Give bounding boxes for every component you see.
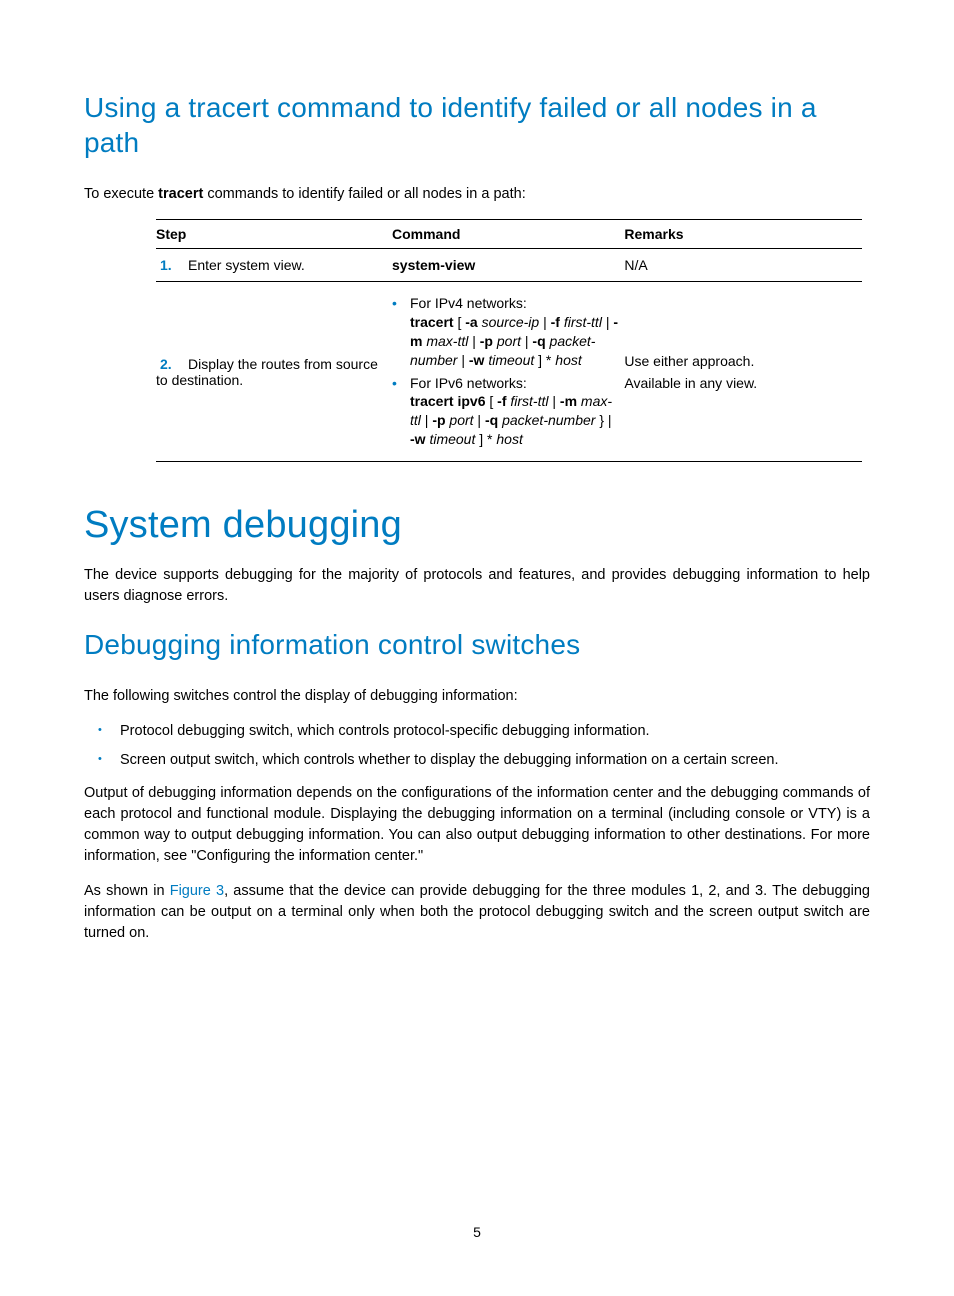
sep: | — [468, 333, 479, 349]
sep: | — [539, 314, 550, 330]
seg: [ — [454, 314, 466, 330]
figure-3-link[interactable]: Figure 3 — [170, 883, 224, 899]
sep: | — [421, 412, 432, 428]
section-heading-switches: Debugging information control switches — [84, 627, 870, 662]
step-number: 2. — [156, 356, 188, 372]
remarks-line: Available in any view. — [624, 375, 856, 391]
sep: | — [521, 333, 532, 349]
debugging-intro: The device supports debugging for the ma… — [84, 565, 870, 607]
cmd-system-view: system-view — [392, 257, 475, 273]
cell-command: For IPv4 networks: tracert [ -a source-i… — [392, 282, 624, 462]
step-number: 1. — [156, 257, 188, 273]
remarks-line: Use either approach. — [624, 353, 856, 369]
sep: | — [474, 412, 485, 428]
switches-list: Protocol debugging switch, which control… — [84, 721, 870, 771]
table-row: 2.Display the routes from source to dest… — [156, 282, 862, 462]
list-item: Screen output switch, which controls whe… — [84, 750, 870, 771]
arg: source-ip — [478, 314, 539, 330]
opt: -q — [485, 412, 498, 428]
opt: -a — [465, 314, 477, 330]
host: host — [496, 431, 522, 447]
th-remarks: Remarks — [624, 220, 862, 249]
table-header-row: Step Command Remarks — [156, 220, 862, 249]
cell-command: system-view — [392, 249, 624, 282]
close: ] * — [475, 431, 496, 447]
opt: -w — [469, 352, 485, 368]
arg: first-ttl — [560, 314, 602, 330]
host: host — [555, 352, 581, 368]
arg: max-ttl — [422, 333, 468, 349]
cell-step: 2.Display the routes from source to dest… — [156, 282, 392, 462]
switches-intro: The following switches control the displ… — [84, 686, 870, 707]
ipv4-label: For IPv4 networks: — [410, 295, 527, 311]
step-text: Display the routes from source to destin… — [156, 356, 378, 388]
heading-system-debugging: System debugging — [84, 504, 870, 547]
opt: -f — [551, 314, 560, 330]
close: ] * — [534, 352, 555, 368]
intro-post: commands to identify failed or all nodes… — [203, 186, 525, 202]
table-row: 1.Enter system view. system-view N/A — [156, 249, 862, 282]
cell-remarks: Use either approach. Available in any vi… — [624, 282, 862, 462]
opt: -q — [532, 333, 545, 349]
cell-step: 1.Enter system view. — [156, 249, 392, 282]
output-paragraph: Output of debugging information depends … — [84, 783, 870, 867]
figure-paragraph: As shown in Figure 3, assume that the de… — [84, 881, 870, 944]
intro-pre: To execute — [84, 186, 158, 202]
command-list: For IPv4 networks: tracert [ -a source-i… — [392, 294, 618, 449]
intro-bold: tracert — [158, 186, 203, 202]
close-brace: } | — [595, 412, 611, 428]
list-item: For IPv4 networks: tracert [ -a source-i… — [392, 294, 618, 370]
th-step: Step — [156, 220, 392, 249]
seg: [ — [485, 393, 497, 409]
page-content: Using a tracert command to identify fail… — [0, 0, 954, 944]
arg: port — [446, 412, 474, 428]
cmd-tracert: tracert — [410, 314, 454, 330]
cmd-tracert-ipv6: tracert ipv6 — [410, 393, 485, 409]
list-item: For IPv6 networks: tracert ipv6 [ -f fir… — [392, 374, 618, 450]
sep: | — [457, 352, 468, 368]
section-heading-tracert: Using a tracert command to identify fail… — [84, 90, 870, 160]
arg: timeout — [426, 431, 476, 447]
sep: | — [548, 393, 559, 409]
opt: -m — [560, 393, 577, 409]
arg: packet-number — [498, 412, 595, 428]
ipv6-label: For IPv6 networks: — [410, 375, 527, 391]
command-table: Step Command Remarks 1.Enter system view… — [156, 219, 862, 462]
cell-remarks: N/A — [624, 249, 862, 282]
opt: -p — [432, 412, 445, 428]
opt: -w — [410, 431, 426, 447]
intro-paragraph: To execute tracert commands to identify … — [84, 184, 870, 205]
page-number: 5 — [0, 1224, 954, 1240]
step-text: Enter system view. — [188, 257, 305, 273]
list-item: Protocol debugging switch, which control… — [84, 721, 870, 742]
arg: port — [493, 333, 521, 349]
arg: first-ttl — [506, 393, 548, 409]
opt: -p — [480, 333, 493, 349]
sep: | — [602, 314, 613, 330]
para3-pre: As shown in — [84, 883, 170, 899]
th-command: Command — [392, 220, 624, 249]
arg: timeout — [484, 352, 534, 368]
